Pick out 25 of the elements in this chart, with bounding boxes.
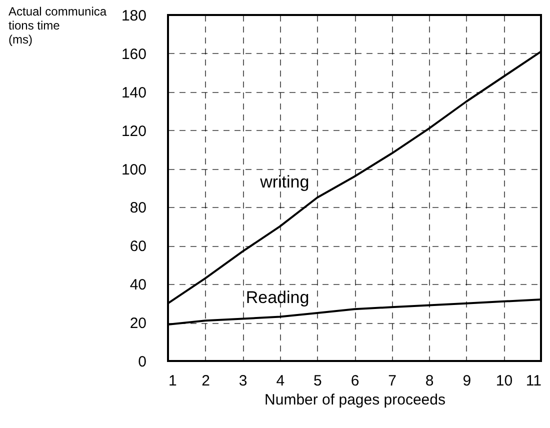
x-tick-label: 5: [314, 372, 322, 390]
y-tick-label: 180: [121, 8, 146, 24]
x-tick-label: 7: [388, 372, 396, 390]
y-tick-label: 40: [130, 276, 146, 294]
x-tick-label: 6: [350, 372, 360, 390]
x-tick-label: 11: [526, 372, 542, 390]
y-axis-title: Actual communica tions time (ms): [8, 4, 107, 46]
x-tick-label: 10: [496, 372, 513, 390]
y-tick-label: 0: [138, 354, 146, 370]
y-tick-label: 160: [121, 46, 146, 63]
x-tick-label: 8: [425, 372, 434, 390]
x-axis-title: Number of pages proceeds: [264, 392, 446, 408]
series-label: writing: [259, 172, 310, 192]
x-tick-label: 2: [202, 372, 210, 390]
x-tick-label: 4: [276, 372, 285, 390]
y-tick-label: 60: [130, 238, 146, 256]
x-tick-label: 1: [168, 372, 177, 390]
y-tick-label: 140: [121, 84, 146, 102]
x-tick-label: 9: [462, 372, 472, 390]
series-label: Reading: [246, 288, 310, 307]
y-tick-label: 100: [121, 161, 146, 178]
x-tick-label: 3: [238, 372, 248, 390]
y-tick-label: 80: [130, 200, 146, 217]
y-tick-label: 20: [130, 315, 146, 332]
y-tick-label: 120: [121, 122, 146, 140]
